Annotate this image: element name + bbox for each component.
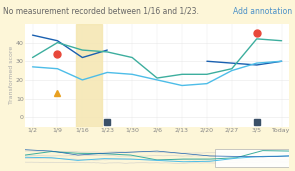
Text: Add annotation: Add annotation xyxy=(233,7,292,16)
Y-axis label: Transformed score: Transformed score xyxy=(9,46,14,104)
Text: No measurement recorded between 1/16 and 1/23.: No measurement recorded between 1/16 and… xyxy=(3,7,199,16)
Bar xyxy=(76,24,102,127)
FancyBboxPatch shape xyxy=(215,149,289,167)
